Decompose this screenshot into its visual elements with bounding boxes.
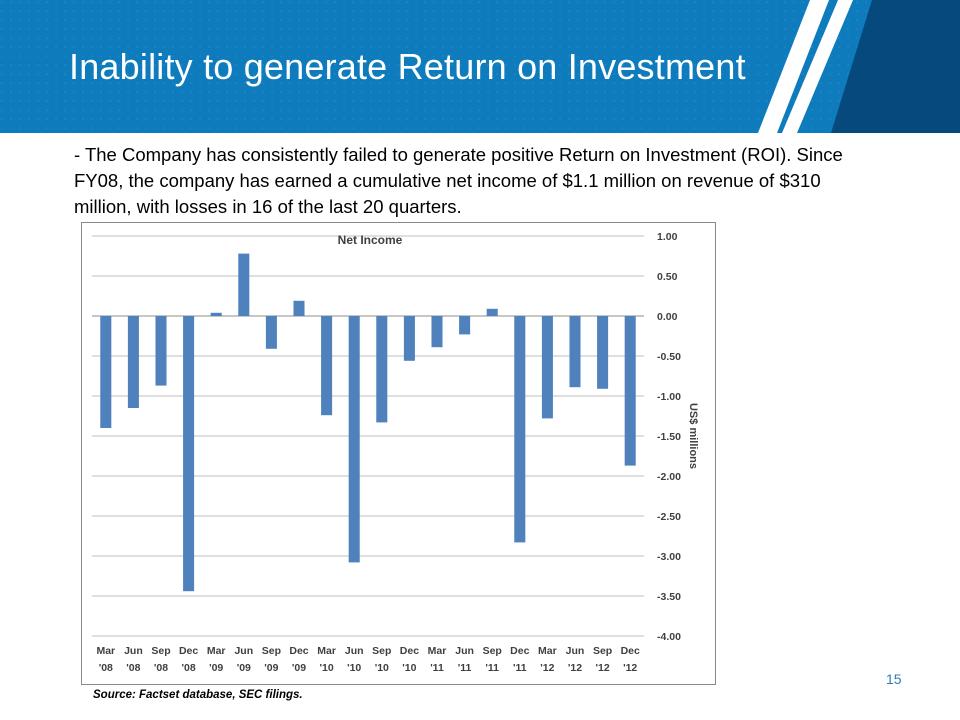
x-tick-year: '10 [402, 662, 416, 674]
x-tick-month: Dec [179, 645, 198, 657]
x-tick-year: '11 [430, 662, 444, 674]
chart-y-ticks: 1.00 0.50 0.00 -0.50 -1.00 -1.50 -2.00 -2.50 -3.… [657, 231, 681, 643]
x-tick-year: '10 [375, 662, 389, 674]
bar-jun-12 [569, 316, 581, 388]
chart-y-axis-label: US$ millions [687, 403, 699, 469]
bar-dec-12 [624, 316, 636, 466]
x-tick-month: Mar [207, 645, 226, 657]
x-tick-year: '09 [209, 662, 223, 674]
x-tick-year: '08 [126, 662, 140, 674]
x-tick-month: Mar [96, 645, 115, 657]
bar-sep-08 [155, 316, 167, 386]
x-tick-month: Sep [483, 645, 502, 657]
x-tick-year: '09 [292, 662, 306, 674]
bar-mar-10 [321, 316, 333, 416]
x-tick-year: '09 [264, 662, 278, 674]
y-tick-label: -0.50 [657, 351, 681, 363]
y-tick-label: -2.00 [657, 471, 681, 483]
bar-mar-11 [431, 316, 443, 348]
x-tick-month: Dec [289, 645, 308, 657]
header-white-stripe-right [782, 0, 853, 133]
x-tick-month: Dec [621, 645, 640, 657]
x-tick-month: Dec [510, 645, 529, 657]
x-tick-month: Sep [151, 645, 170, 657]
source-note: Source: Factset database, SEC filings. [93, 689, 303, 701]
x-tick-year: '09 [237, 662, 251, 674]
x-tick-year: '10 [320, 662, 334, 674]
y-tick-label: 0.50 [657, 271, 678, 283]
x-tick-month: Sep [593, 645, 612, 657]
chart-x-ticks: Mar '08 Jun '08 Sep '08 Dec '08 Mar '09 Jun '09 Sep '… [96, 645, 640, 674]
bar-sep-12 [597, 316, 609, 389]
y-tick-label: -1.00 [657, 391, 681, 403]
bar-mar-09 [210, 312, 222, 316]
bar-jun-11 [459, 316, 471, 335]
y-tick-label: -3.00 [657, 551, 681, 563]
x-tick-month: Sep [262, 645, 281, 657]
bar-jun-08 [127, 316, 139, 408]
bar-jun-10 [348, 316, 360, 563]
page-number: 15 [886, 671, 902, 687]
bar-dec-09 [293, 300, 305, 316]
x-tick-month: Jun [234, 645, 253, 657]
x-tick-year: '11 [458, 662, 472, 674]
x-tick-year: '11 [485, 662, 499, 674]
x-tick-year: '12 [623, 662, 637, 674]
x-tick-year: '08 [154, 662, 168, 674]
bar-jun-09 [238, 253, 250, 316]
bar-dec-11 [514, 316, 526, 543]
y-tick-label: -4.00 [657, 631, 681, 643]
header-dark-corner [831, 0, 960, 133]
y-tick-label: 0.00 [657, 311, 678, 323]
x-tick-year: '08 [99, 662, 113, 674]
y-tick-label: -2.50 [657, 511, 681, 523]
header-banner: Inability to generate Return on Investme… [0, 0, 960, 133]
y-tick-label: 1.00 [657, 231, 678, 243]
x-tick-year: '12 [540, 662, 554, 674]
bar-dec-10 [403, 316, 415, 361]
x-tick-year: '11 [513, 662, 527, 674]
chart-gridlines [92, 235, 644, 637]
x-tick-month: Jun [455, 645, 474, 657]
x-tick-month: Jun [566, 645, 585, 657]
body-paragraph: - The Company has consistently failed to… [74, 144, 843, 217]
bar-mar-08 [100, 316, 112, 428]
y-tick-label: -1.50 [657, 431, 681, 443]
x-tick-month: Jun [124, 645, 143, 657]
bar-sep-09 [265, 316, 277, 349]
x-tick-month: Jun [345, 645, 364, 657]
x-tick-year: '08 [182, 662, 196, 674]
header-background [0, 0, 960, 133]
x-tick-year: '12 [568, 662, 582, 674]
y-tick-label: -3.50 [657, 591, 681, 603]
x-tick-month: Mar [538, 645, 557, 657]
chart-canvas: 1.00 0.50 0.00 -0.50 -1.00 -1.50 -2.00 -2.50 -3.… [92, 231, 699, 674]
bar-sep-11 [486, 308, 498, 316]
x-tick-year: '12 [596, 662, 610, 674]
header-white-stripe-left [758, 0, 829, 133]
x-tick-month: Mar [428, 645, 447, 657]
x-tick-month: Mar [317, 645, 336, 657]
bar-dec-08 [183, 316, 195, 592]
x-tick-year: '10 [347, 662, 361, 674]
chart-bars [100, 253, 636, 592]
slide-title: Inability to generate Return on Investme… [69, 46, 746, 87]
net-income-chart: 1.00 0.50 0.00 -0.50 -1.00 -1.50 -2.00 -2.50 -3.… [81, 222, 716, 685]
x-tick-month: Sep [372, 645, 391, 657]
chart-title: Net Income [338, 233, 403, 247]
bar-sep-10 [376, 316, 388, 423]
bar-mar-12 [541, 316, 553, 419]
x-tick-month: Dec [400, 645, 419, 657]
